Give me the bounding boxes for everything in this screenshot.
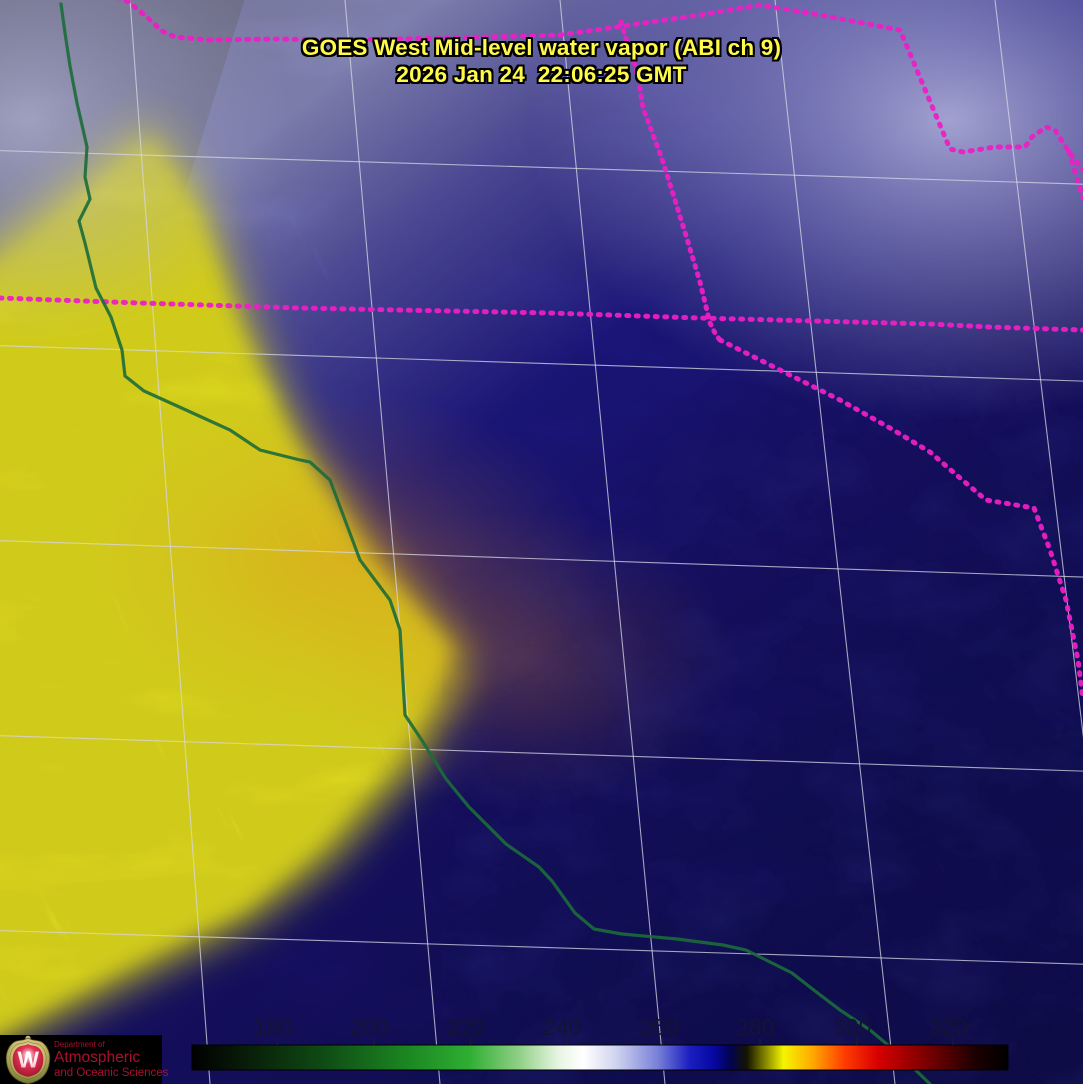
- svg-text:W: W: [17, 1047, 39, 1073]
